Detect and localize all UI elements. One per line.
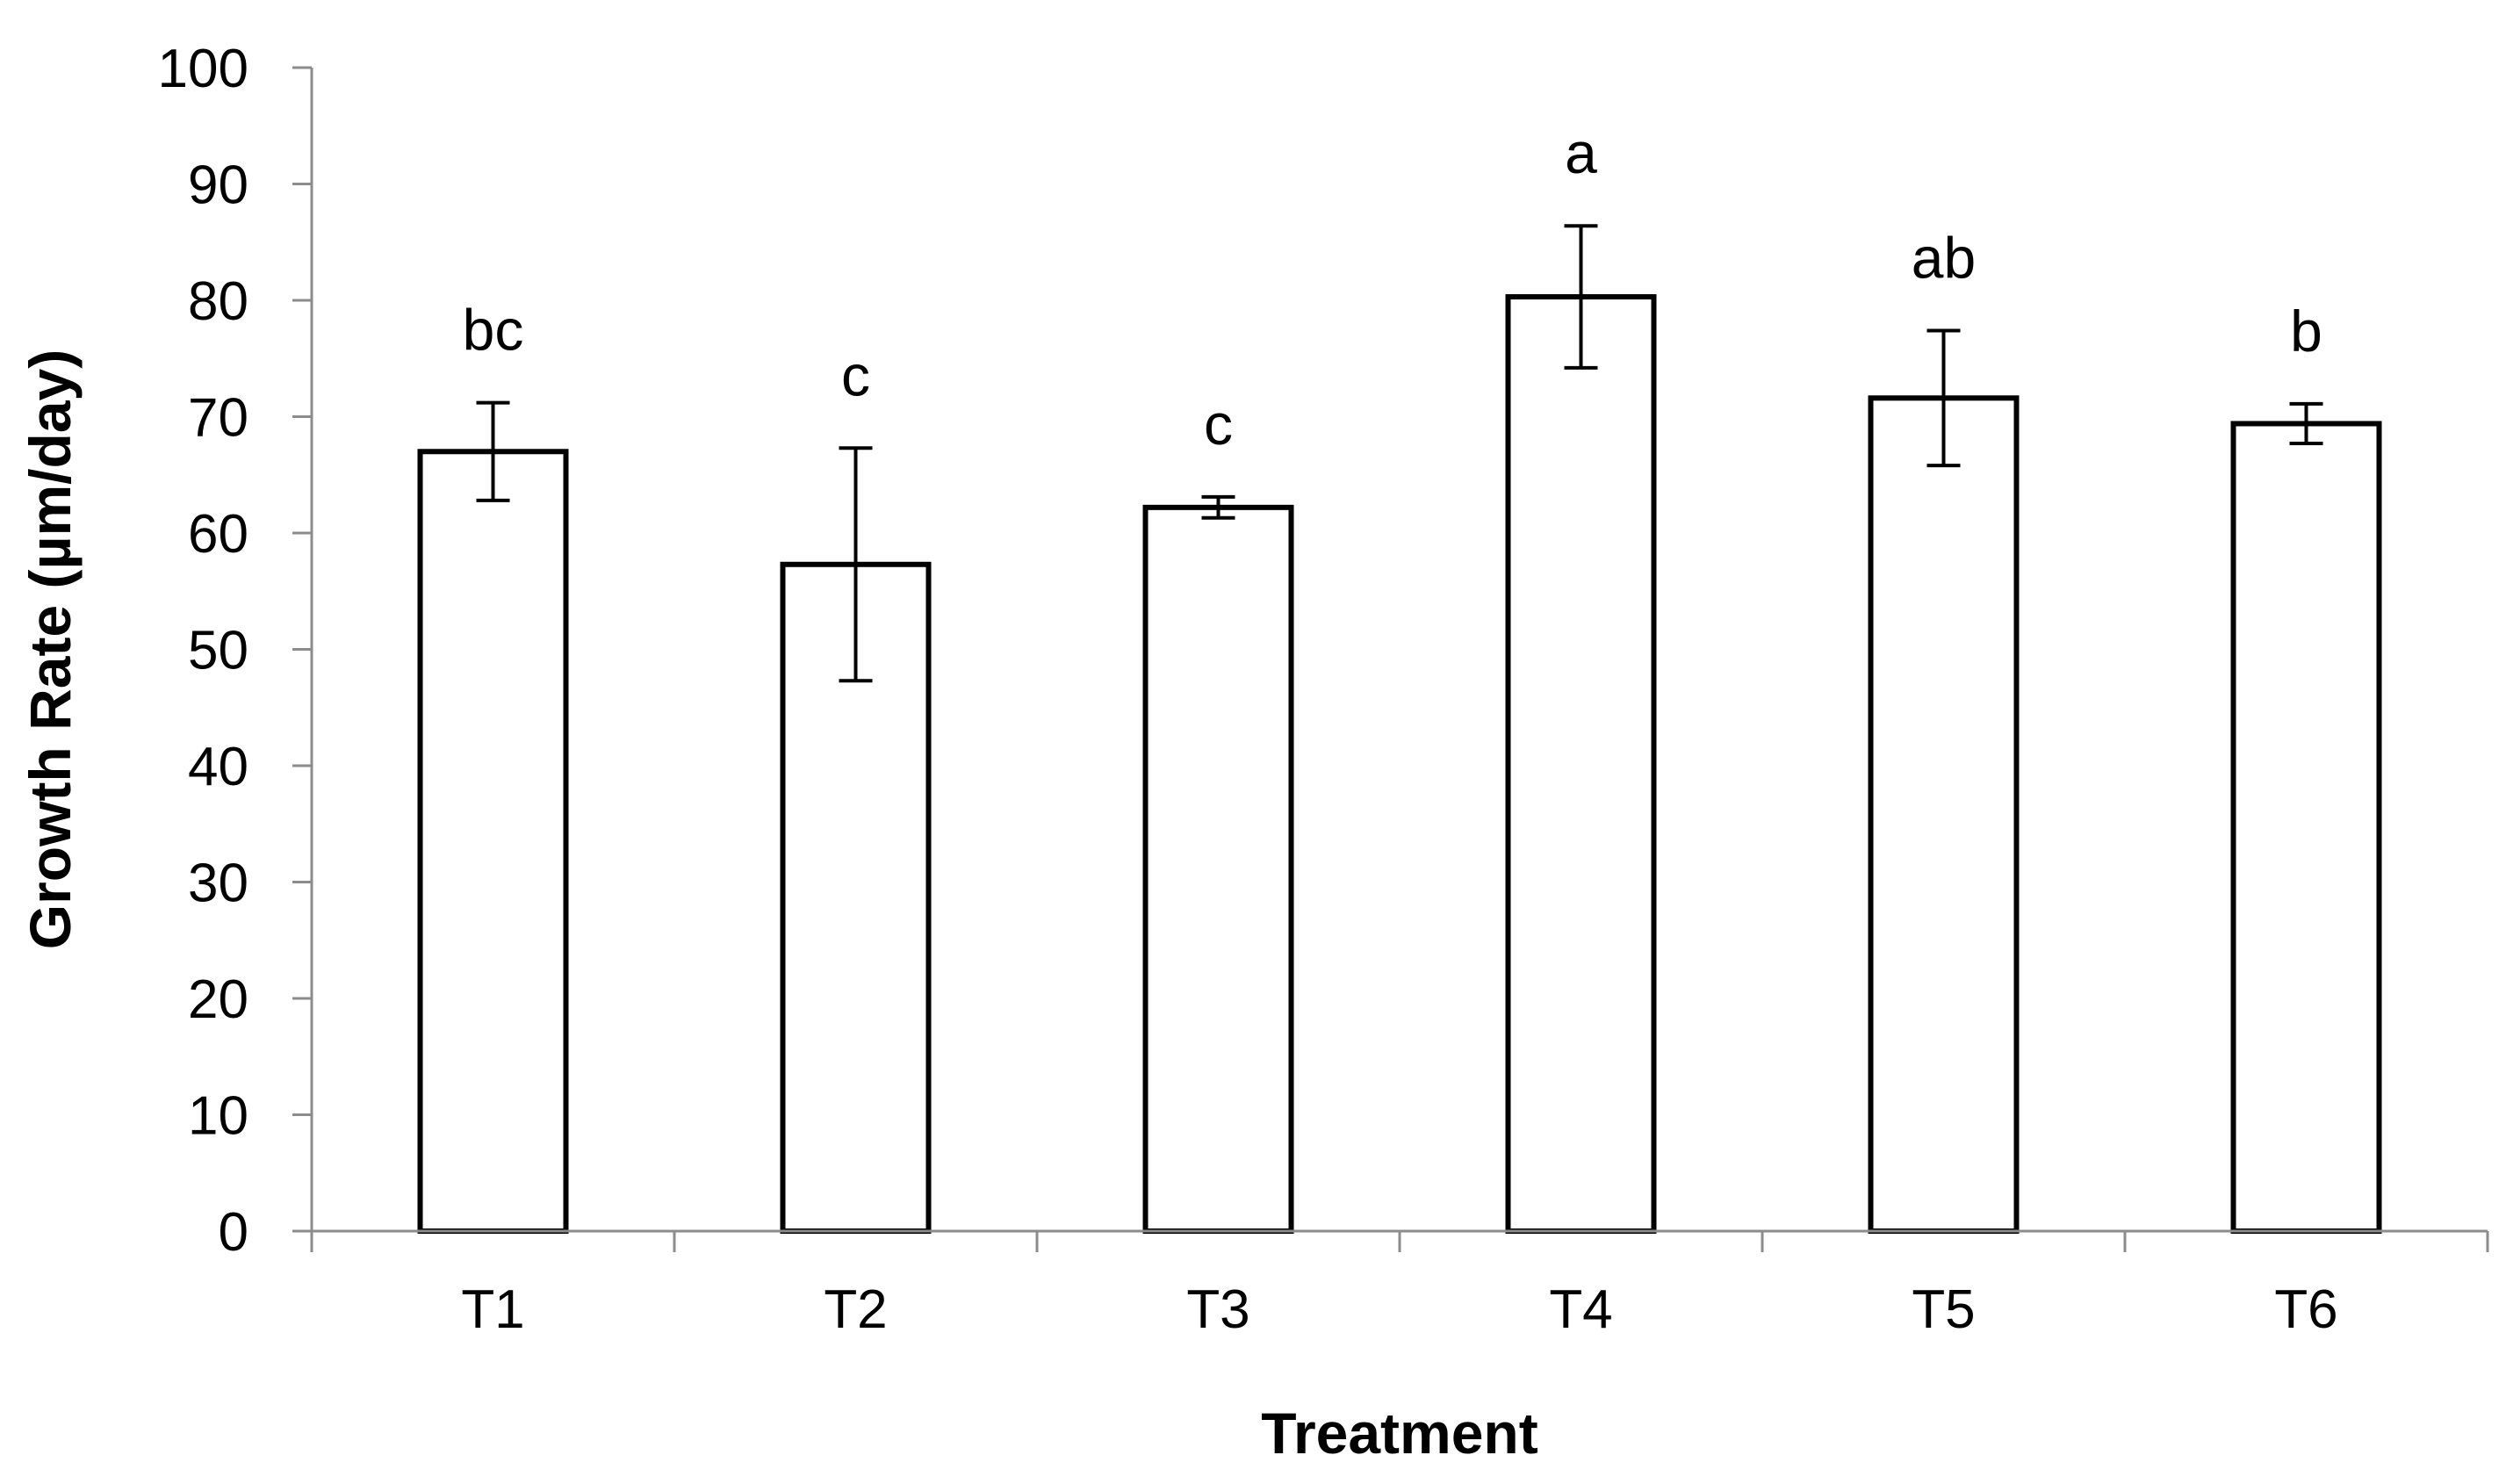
- bar-t4: [1505, 294, 1657, 1234]
- x-tick-label: T3: [1186, 1279, 1249, 1340]
- axes: [310, 68, 2488, 1233]
- y-tick-label: 80: [188, 271, 248, 332]
- y-tick-label: 20: [188, 969, 248, 1030]
- x-tick-label: T1: [461, 1279, 524, 1340]
- error-bar-t5: [1926, 328, 1961, 468]
- significance-letter-t1: bc: [463, 298, 524, 363]
- error-bar-t1: [476, 400, 510, 502]
- y-axis-ticks: 0 10 20 30 40 50 60 70 80 90 100: [158, 39, 312, 1263]
- y-tick-label: 10: [188, 1086, 248, 1147]
- y-tick-label: 30: [188, 854, 248, 914]
- error-bar-t2: [839, 446, 873, 683]
- y-tick-label: 40: [188, 737, 248, 797]
- significance-letter-t6: b: [2290, 299, 2322, 364]
- bars: [417, 294, 2382, 1234]
- error-bars: [476, 224, 2323, 683]
- x-tick-label: T4: [1549, 1279, 1612, 1340]
- bar-t3: [1142, 504, 1294, 1234]
- significance-letter-t2: c: [841, 342, 870, 407]
- significance-letters: bc c c a ab b: [463, 120, 2322, 457]
- error-bar-t3: [1201, 494, 1235, 520]
- y-axis-title: Growth Rate (µm/day): [18, 349, 83, 949]
- y-tick-label: 0: [219, 1202, 248, 1263]
- y-tick-label: 60: [188, 504, 248, 565]
- x-tick-label: T5: [1912, 1279, 1975, 1340]
- x-tick-label: T6: [2274, 1279, 2337, 1340]
- error-bar-t6: [2289, 401, 2323, 445]
- error-bar-t4: [1564, 224, 1598, 370]
- bar-t6: [2230, 421, 2382, 1234]
- x-axis-ticks: T1 T2 T3 T4 T5 T6: [310, 1231, 2489, 1340]
- y-tick-label: 90: [188, 155, 248, 216]
- bar-t1: [417, 449, 569, 1234]
- x-axis-title: Treatment: [1261, 1401, 1537, 1466]
- y-tick-label: 50: [188, 621, 248, 681]
- significance-letter-t4: a: [1565, 120, 1597, 185]
- bar-t5: [1868, 395, 2020, 1234]
- significance-letter-t5: ab: [1912, 225, 1976, 290]
- significance-letter-t3: c: [1204, 392, 1233, 457]
- x-tick-label: T2: [824, 1279, 887, 1340]
- y-tick-label: 70: [188, 388, 248, 449]
- y-tick-label: 100: [158, 39, 248, 99]
